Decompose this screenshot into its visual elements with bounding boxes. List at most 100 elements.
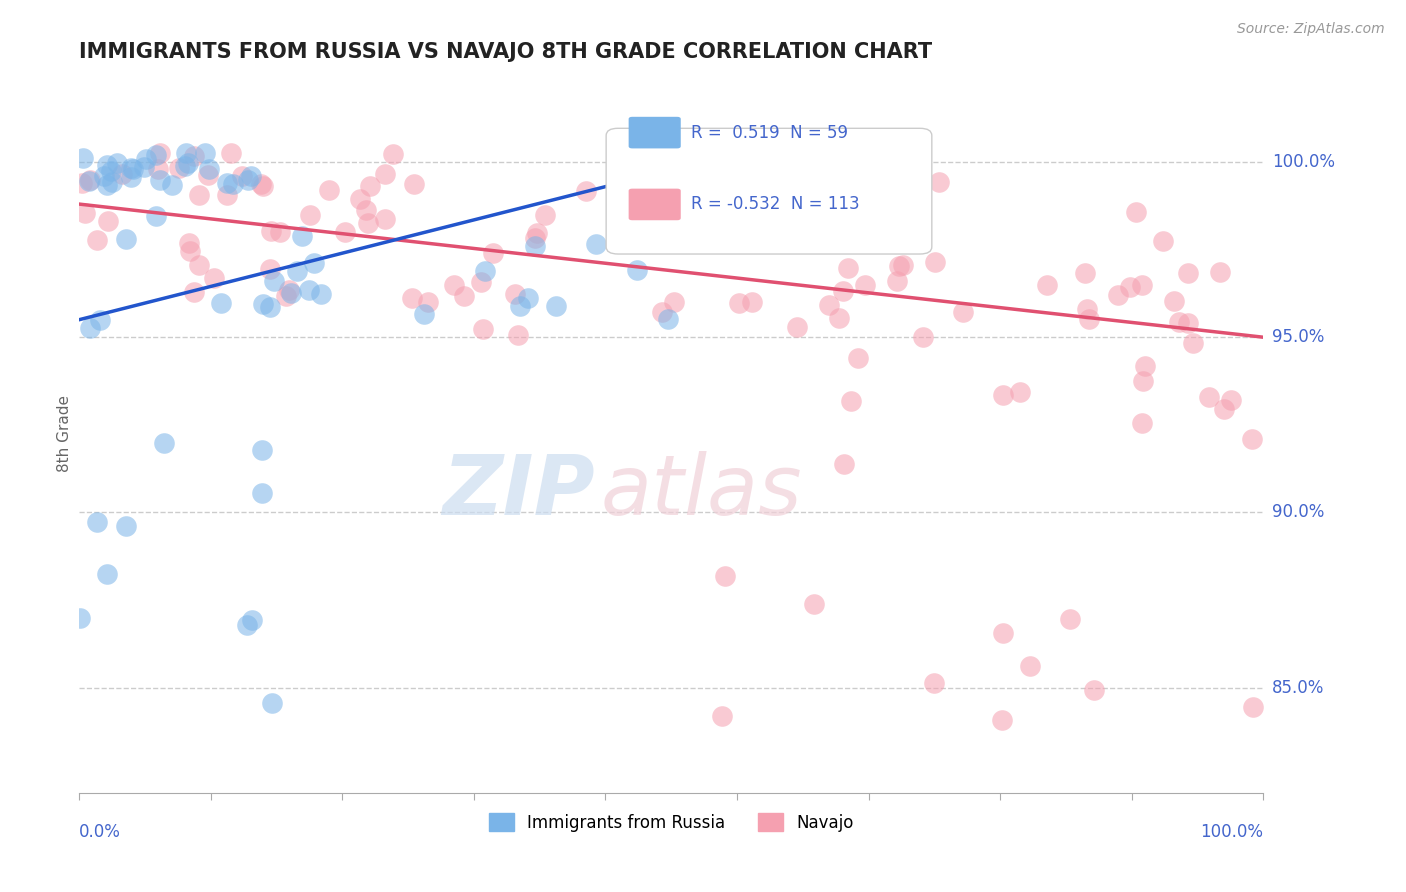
Point: [828, 311, 851, 326]
Point: [120, 170, 142, 185]
Point: [710, 708, 733, 723]
Point: [134, 161, 156, 175]
Point: [177, 156, 200, 170]
Point: [174, 146, 197, 161]
Point: [274, 289, 297, 303]
Point: [1059, 612, 1081, 626]
Point: [453, 289, 475, 303]
Point: [585, 236, 607, 251]
Point: [179, 235, 201, 250]
Point: [259, 261, 281, 276]
Point: [1167, 315, 1189, 329]
Point: [382, 147, 405, 161]
Point: [146, 162, 169, 177]
Point: [1177, 266, 1199, 280]
Y-axis label: 8th Grade: 8th Grade: [58, 395, 72, 472]
Point: [250, 443, 273, 458]
Point: [174, 159, 197, 173]
Point: [742, 194, 765, 208]
Point: [544, 300, 567, 314]
Point: [222, 178, 245, 192]
Point: [291, 228, 314, 243]
Point: [194, 145, 217, 160]
Point: [354, 202, 377, 217]
Text: 100.0%: 100.0%: [1272, 153, 1334, 171]
Point: [374, 212, 396, 227]
Point: [1220, 393, 1243, 408]
Point: [815, 231, 838, 245]
Point: [122, 162, 145, 177]
Point: [75, 206, 97, 220]
Point: [167, 161, 190, 175]
Text: R =  0.519  N = 59: R = 0.519 N = 59: [692, 124, 848, 142]
Point: [952, 305, 974, 319]
Point: [803, 597, 825, 611]
Point: [374, 168, 396, 182]
Point: [413, 307, 436, 321]
Point: [240, 169, 263, 183]
Point: [120, 161, 142, 176]
Point: [991, 388, 1014, 402]
Point: [853, 277, 876, 292]
Point: [236, 172, 259, 186]
Point: [259, 300, 281, 314]
Point: [887, 259, 910, 273]
Point: [1076, 301, 1098, 316]
Point: [198, 161, 221, 176]
Point: [197, 168, 219, 182]
Point: [1181, 336, 1204, 351]
Legend: Immigrants from Russia, Navajo: Immigrants from Russia, Navajo: [482, 806, 860, 838]
Point: [215, 176, 238, 190]
Text: Source: ZipAtlas.com: Source: ZipAtlas.com: [1237, 22, 1385, 37]
Text: IMMIGRANTS FROM RUSSIA VS NAVAJO 8TH GRADE CORRELATION CHART: IMMIGRANTS FROM RUSSIA VS NAVAJO 8TH GRA…: [79, 42, 932, 62]
Point: [1213, 401, 1236, 416]
Text: atlas: atlas: [600, 450, 801, 532]
Point: [183, 285, 205, 299]
Point: [1074, 266, 1097, 280]
Point: [298, 283, 321, 297]
Text: 0.0%: 0.0%: [79, 823, 121, 841]
Point: [114, 232, 136, 246]
Point: [849, 145, 872, 159]
Point: [664, 294, 686, 309]
Point: [209, 295, 232, 310]
Text: R = -0.532  N = 113: R = -0.532 N = 113: [692, 195, 860, 213]
Point: [1010, 384, 1032, 399]
FancyBboxPatch shape: [628, 188, 681, 220]
Point: [1125, 205, 1147, 219]
Point: [1163, 293, 1185, 308]
Point: [269, 225, 291, 239]
Point: [524, 230, 547, 244]
Point: [135, 152, 157, 166]
Text: 85.0%: 85.0%: [1272, 679, 1324, 697]
Point: [252, 297, 274, 311]
Point: [183, 149, 205, 163]
Point: [1036, 277, 1059, 292]
Point: [202, 270, 225, 285]
Point: [79, 321, 101, 335]
Point: [79, 173, 101, 187]
Point: [526, 226, 548, 240]
Point: [115, 519, 138, 533]
Point: [832, 457, 855, 471]
Point: [79, 173, 101, 187]
Point: [657, 311, 679, 326]
Point: [162, 178, 184, 193]
Point: [839, 394, 862, 409]
Point: [96, 566, 118, 581]
Point: [149, 145, 172, 160]
Point: [796, 170, 818, 185]
Point: [100, 175, 122, 189]
Point: [818, 298, 841, 312]
Point: [111, 167, 134, 181]
Point: [97, 213, 120, 227]
Point: [1083, 683, 1105, 698]
Point: [250, 485, 273, 500]
Point: [474, 264, 496, 278]
Text: ZIP: ZIP: [441, 450, 595, 532]
Point: [349, 192, 371, 206]
Point: [751, 211, 773, 226]
Point: [69, 611, 91, 625]
Point: [1135, 359, 1157, 373]
Point: [651, 215, 673, 229]
